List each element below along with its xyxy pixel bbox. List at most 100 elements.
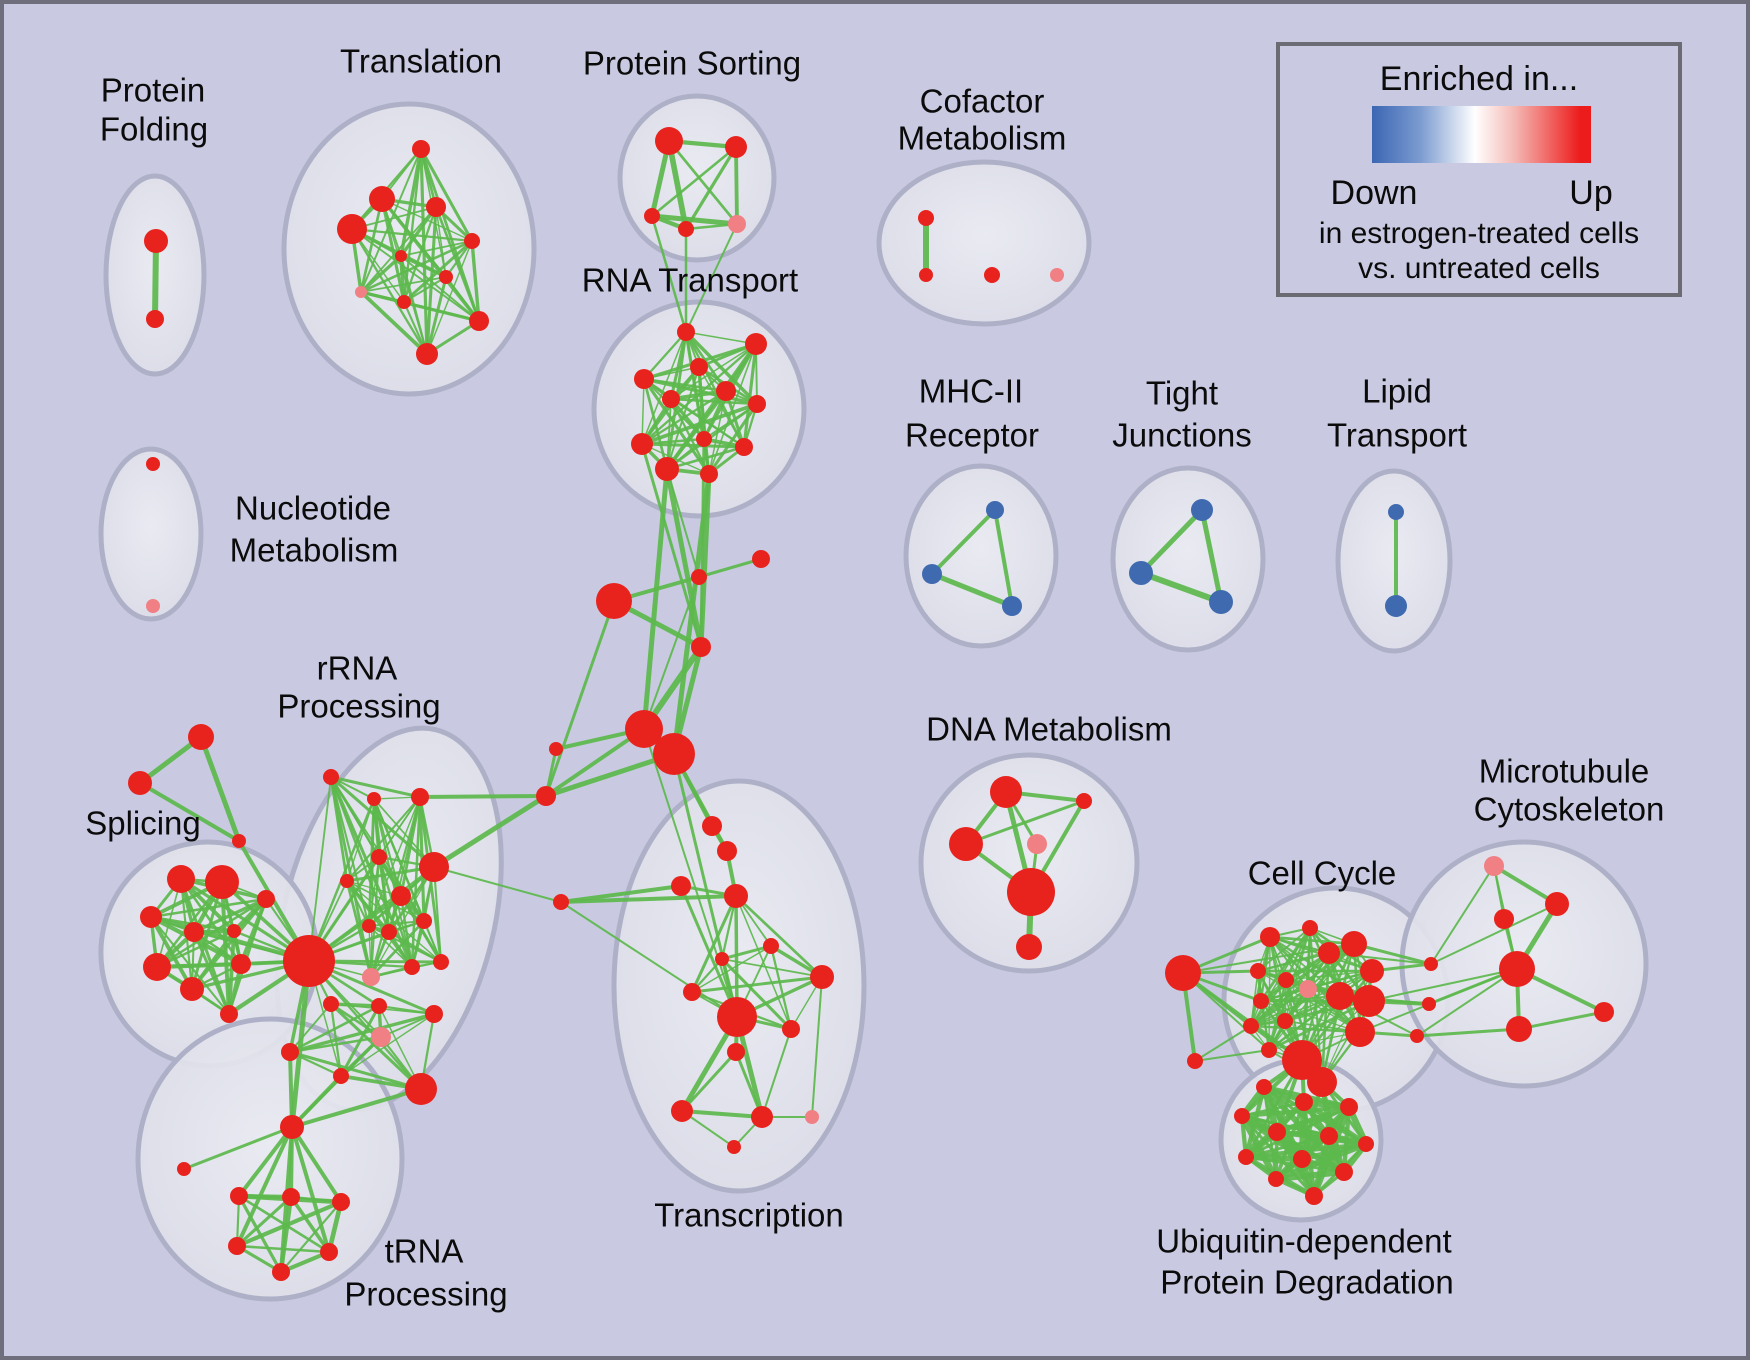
node bbox=[416, 913, 432, 929]
node bbox=[990, 776, 1022, 808]
node bbox=[1256, 1079, 1272, 1095]
edge bbox=[289, 958, 312, 1130]
label-tight-junctions: Junctions bbox=[1112, 417, 1251, 454]
edge bbox=[1517, 1010, 1606, 1031]
node bbox=[1234, 1108, 1250, 1124]
edge bbox=[373, 798, 435, 868]
node bbox=[281, 1043, 299, 1061]
node bbox=[919, 268, 933, 282]
cluster-mhc-ii-receptor-ellipse bbox=[903, 463, 1059, 649]
node bbox=[728, 215, 746, 233]
node bbox=[1293, 1150, 1311, 1168]
node bbox=[922, 564, 942, 584]
node bbox=[1002, 596, 1022, 616]
node bbox=[1076, 793, 1092, 809]
node bbox=[426, 197, 446, 217]
node bbox=[146, 457, 160, 471]
edge bbox=[1320, 1080, 1346, 1174]
node bbox=[1302, 920, 1318, 936]
edge bbox=[399, 254, 448, 279]
node bbox=[655, 127, 683, 155]
node bbox=[984, 267, 1000, 283]
edge bbox=[1430, 865, 1495, 965]
node bbox=[1422, 997, 1436, 1011]
node bbox=[1388, 504, 1404, 520]
label-protein-sorting: Protein Sorting bbox=[583, 45, 801, 82]
edge bbox=[359, 254, 403, 294]
node bbox=[1341, 931, 1367, 957]
edge bbox=[684, 145, 738, 231]
node bbox=[337, 214, 367, 244]
edge bbox=[650, 214, 688, 334]
edge bbox=[642, 377, 711, 476]
node bbox=[553, 894, 569, 910]
node bbox=[1278, 972, 1294, 988]
edge bbox=[1194, 1049, 1270, 1062]
edge bbox=[643, 728, 738, 1018]
node bbox=[1277, 1013, 1293, 1029]
label-trna-processing: tRNA bbox=[385, 1233, 464, 1270]
label-lipid-transport: Lipid bbox=[1362, 373, 1432, 410]
edge bbox=[399, 205, 438, 258]
node bbox=[405, 1073, 437, 1105]
node bbox=[716, 381, 736, 401]
label-protein-folding: Protein bbox=[101, 72, 206, 109]
edge bbox=[1259, 969, 1374, 1003]
label-microtubule-cytoskeleton: Microtubule bbox=[1479, 753, 1650, 790]
node bbox=[691, 569, 707, 585]
node bbox=[631, 433, 653, 455]
node bbox=[146, 310, 164, 328]
label-rrna-processing: rRNA bbox=[317, 650, 398, 687]
node bbox=[412, 140, 430, 158]
legend-up-label: Up bbox=[1569, 174, 1613, 212]
edge bbox=[734, 1050, 764, 1119]
edge bbox=[433, 866, 562, 903]
edge bbox=[1249, 935, 1272, 1028]
edge bbox=[369, 919, 426, 979]
node bbox=[1358, 1136, 1374, 1152]
edge bbox=[235, 1125, 294, 1248]
node bbox=[371, 849, 387, 865]
node bbox=[469, 311, 489, 331]
node bbox=[143, 953, 171, 981]
node bbox=[1268, 1123, 1286, 1141]
legend-title: Enriched in... bbox=[1379, 60, 1579, 98]
node bbox=[745, 333, 767, 355]
edge bbox=[154, 961, 244, 970]
node bbox=[371, 1027, 391, 1047]
edge bbox=[234, 1199, 344, 1249]
node bbox=[1253, 993, 1269, 1009]
legend-caption-line1: in estrogen-treated cells bbox=[1318, 217, 1640, 250]
edge bbox=[350, 227, 429, 356]
node bbox=[411, 788, 429, 806]
node bbox=[257, 890, 275, 908]
edge bbox=[665, 445, 746, 471]
edge bbox=[359, 239, 474, 294]
node bbox=[696, 431, 712, 447]
node bbox=[725, 136, 747, 158]
label-cell-cycle: Cell Cycle bbox=[1248, 855, 1397, 892]
edge bbox=[761, 1028, 792, 1118]
node bbox=[1268, 1171, 1284, 1187]
edge bbox=[964, 799, 1086, 846]
edge bbox=[642, 330, 688, 381]
edge bbox=[360, 276, 447, 293]
edge bbox=[400, 255, 480, 322]
edge bbox=[1249, 987, 1310, 1028]
node bbox=[805, 1110, 819, 1124]
node bbox=[395, 250, 407, 262]
edge bbox=[679, 884, 739, 1019]
node bbox=[1243, 1018, 1259, 1034]
node bbox=[323, 996, 339, 1012]
edge bbox=[707, 402, 759, 476]
node bbox=[320, 1243, 338, 1261]
edge bbox=[650, 145, 738, 218]
edge bbox=[279, 1200, 343, 1274]
edge bbox=[1260, 1000, 1361, 1033]
edge bbox=[685, 331, 757, 345]
node bbox=[644, 208, 660, 224]
edge bbox=[152, 238, 159, 322]
label-rna-transport: RNA Transport bbox=[582, 262, 798, 299]
node bbox=[144, 229, 168, 253]
